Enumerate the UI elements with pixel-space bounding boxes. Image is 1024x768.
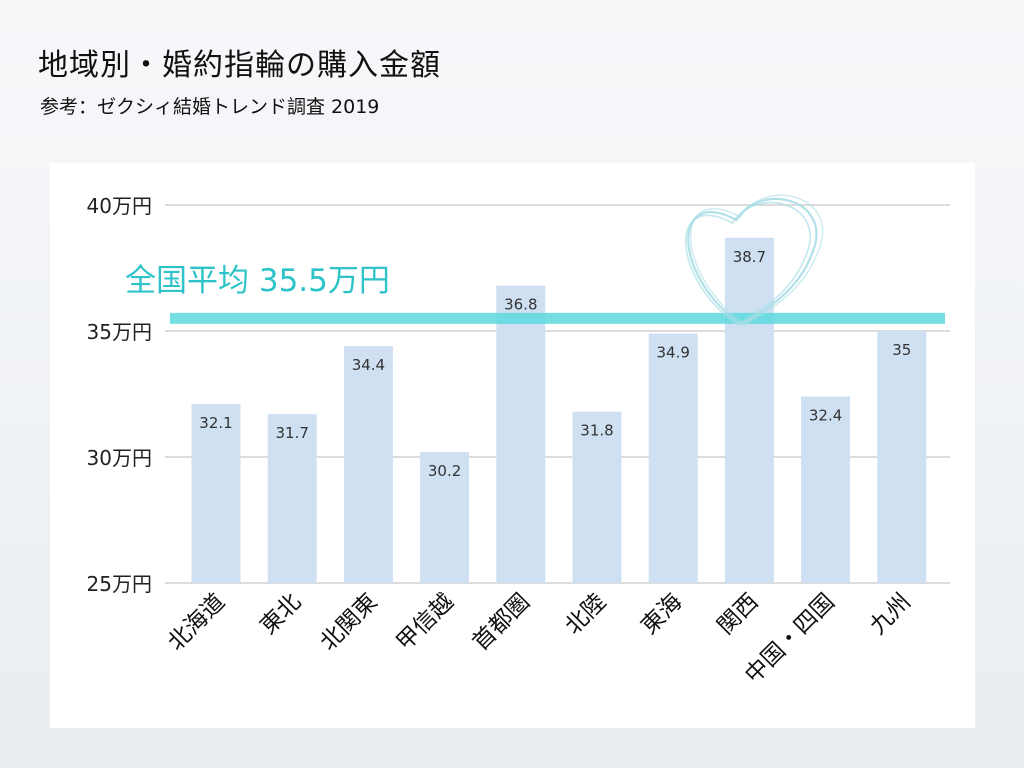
bar — [267, 414, 317, 583]
y-tick-label: 30万円 — [87, 446, 152, 470]
value-label: 31.8 — [580, 422, 613, 440]
heart-outline — [690, 194, 824, 326]
heart-outline — [685, 201, 811, 326]
value-label: 36.8 — [504, 296, 537, 314]
bars — [191, 237, 927, 583]
bar — [724, 237, 774, 583]
bar — [572, 411, 622, 583]
bar — [801, 396, 851, 583]
value-label: 32.1 — [199, 414, 232, 432]
bar — [343, 346, 393, 583]
value-labels: 32.1 31.7 34.4 30.2 36.8 31.8 34.9 38.7 32.4 35 — [199, 248, 911, 480]
value-label: 32.4 — [809, 407, 842, 425]
value-label: 31.7 — [275, 424, 308, 442]
y-axis-ticks: 25万円 30万円 35万円 40万円 — [87, 194, 152, 596]
value-label: 30.2 — [428, 462, 461, 480]
value-label: 35 — [892, 341, 911, 359]
y-tick-label: 40万円 — [87, 194, 152, 218]
highlight-layer — [685, 194, 824, 327]
page-title: 地域別・婚約指輪の購入金額 — [38, 48, 441, 83]
national-average-label: 全国平均 35.5万円 — [125, 263, 390, 299]
bar — [496, 285, 546, 583]
page-subtitle: 参考：ゼクシィ結婚トレンド調査 2019 — [40, 96, 380, 118]
bar — [648, 333, 698, 583]
value-label: 38.7 — [733, 248, 766, 266]
bar — [420, 451, 470, 583]
bar — [191, 404, 241, 583]
heart-outline — [687, 197, 818, 327]
y-tick-label: 35万円 — [87, 320, 152, 344]
bar — [877, 331, 927, 583]
value-label: 34.4 — [352, 356, 385, 374]
value-label: 34.9 — [656, 344, 689, 362]
y-tick-label: 25万円 — [87, 572, 152, 596]
